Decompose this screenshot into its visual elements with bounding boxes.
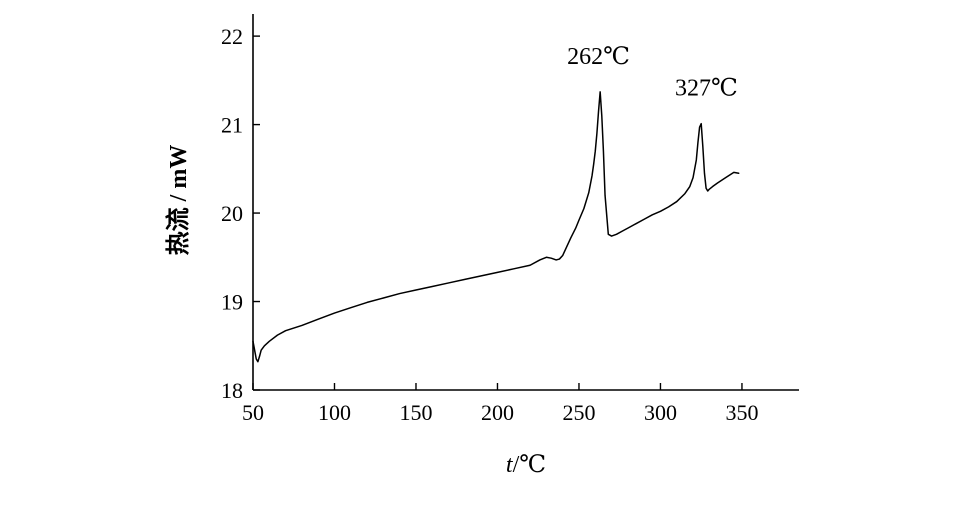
x-axis-label-unit: /℃ (513, 452, 547, 478)
peak-annotation-1: 262℃ (567, 44, 630, 70)
y-tick-label-21: 21 (221, 113, 243, 138)
x-axis-label-variable: t (506, 452, 514, 478)
x-tick-label-250: 250 (562, 400, 595, 425)
y-tick-label-20: 20 (221, 201, 243, 226)
axes (252, 14, 799, 391)
peak-annotation-2: 327℃ (675, 76, 738, 102)
x-tick-label-150: 150 (399, 400, 432, 425)
x-tick-label-350: 350 (725, 400, 758, 425)
series-layer (252, 91, 740, 363)
x-tick-label-300: 300 (644, 400, 677, 425)
x-axis-label: t/℃ (506, 452, 546, 478)
series-line-0 (252, 91, 740, 363)
x-tick-label-200: 200 (481, 400, 514, 425)
y-tick-label-22: 22 (221, 24, 243, 49)
axis-labels: t/℃ 热流 / mW (165, 145, 546, 478)
y-axis-label: 热流 / mW (165, 145, 192, 256)
annotations: 262℃ 327℃ (567, 44, 738, 102)
ticks: 50 100 150 200 250 300 350 18 19 20 21 22 (221, 24, 758, 425)
y-tick-label-19: 19 (221, 290, 243, 315)
y-tick-label-18: 18 (221, 378, 243, 403)
x-tick-label-50: 50 (242, 400, 264, 425)
x-tick-label-100: 100 (318, 400, 351, 425)
